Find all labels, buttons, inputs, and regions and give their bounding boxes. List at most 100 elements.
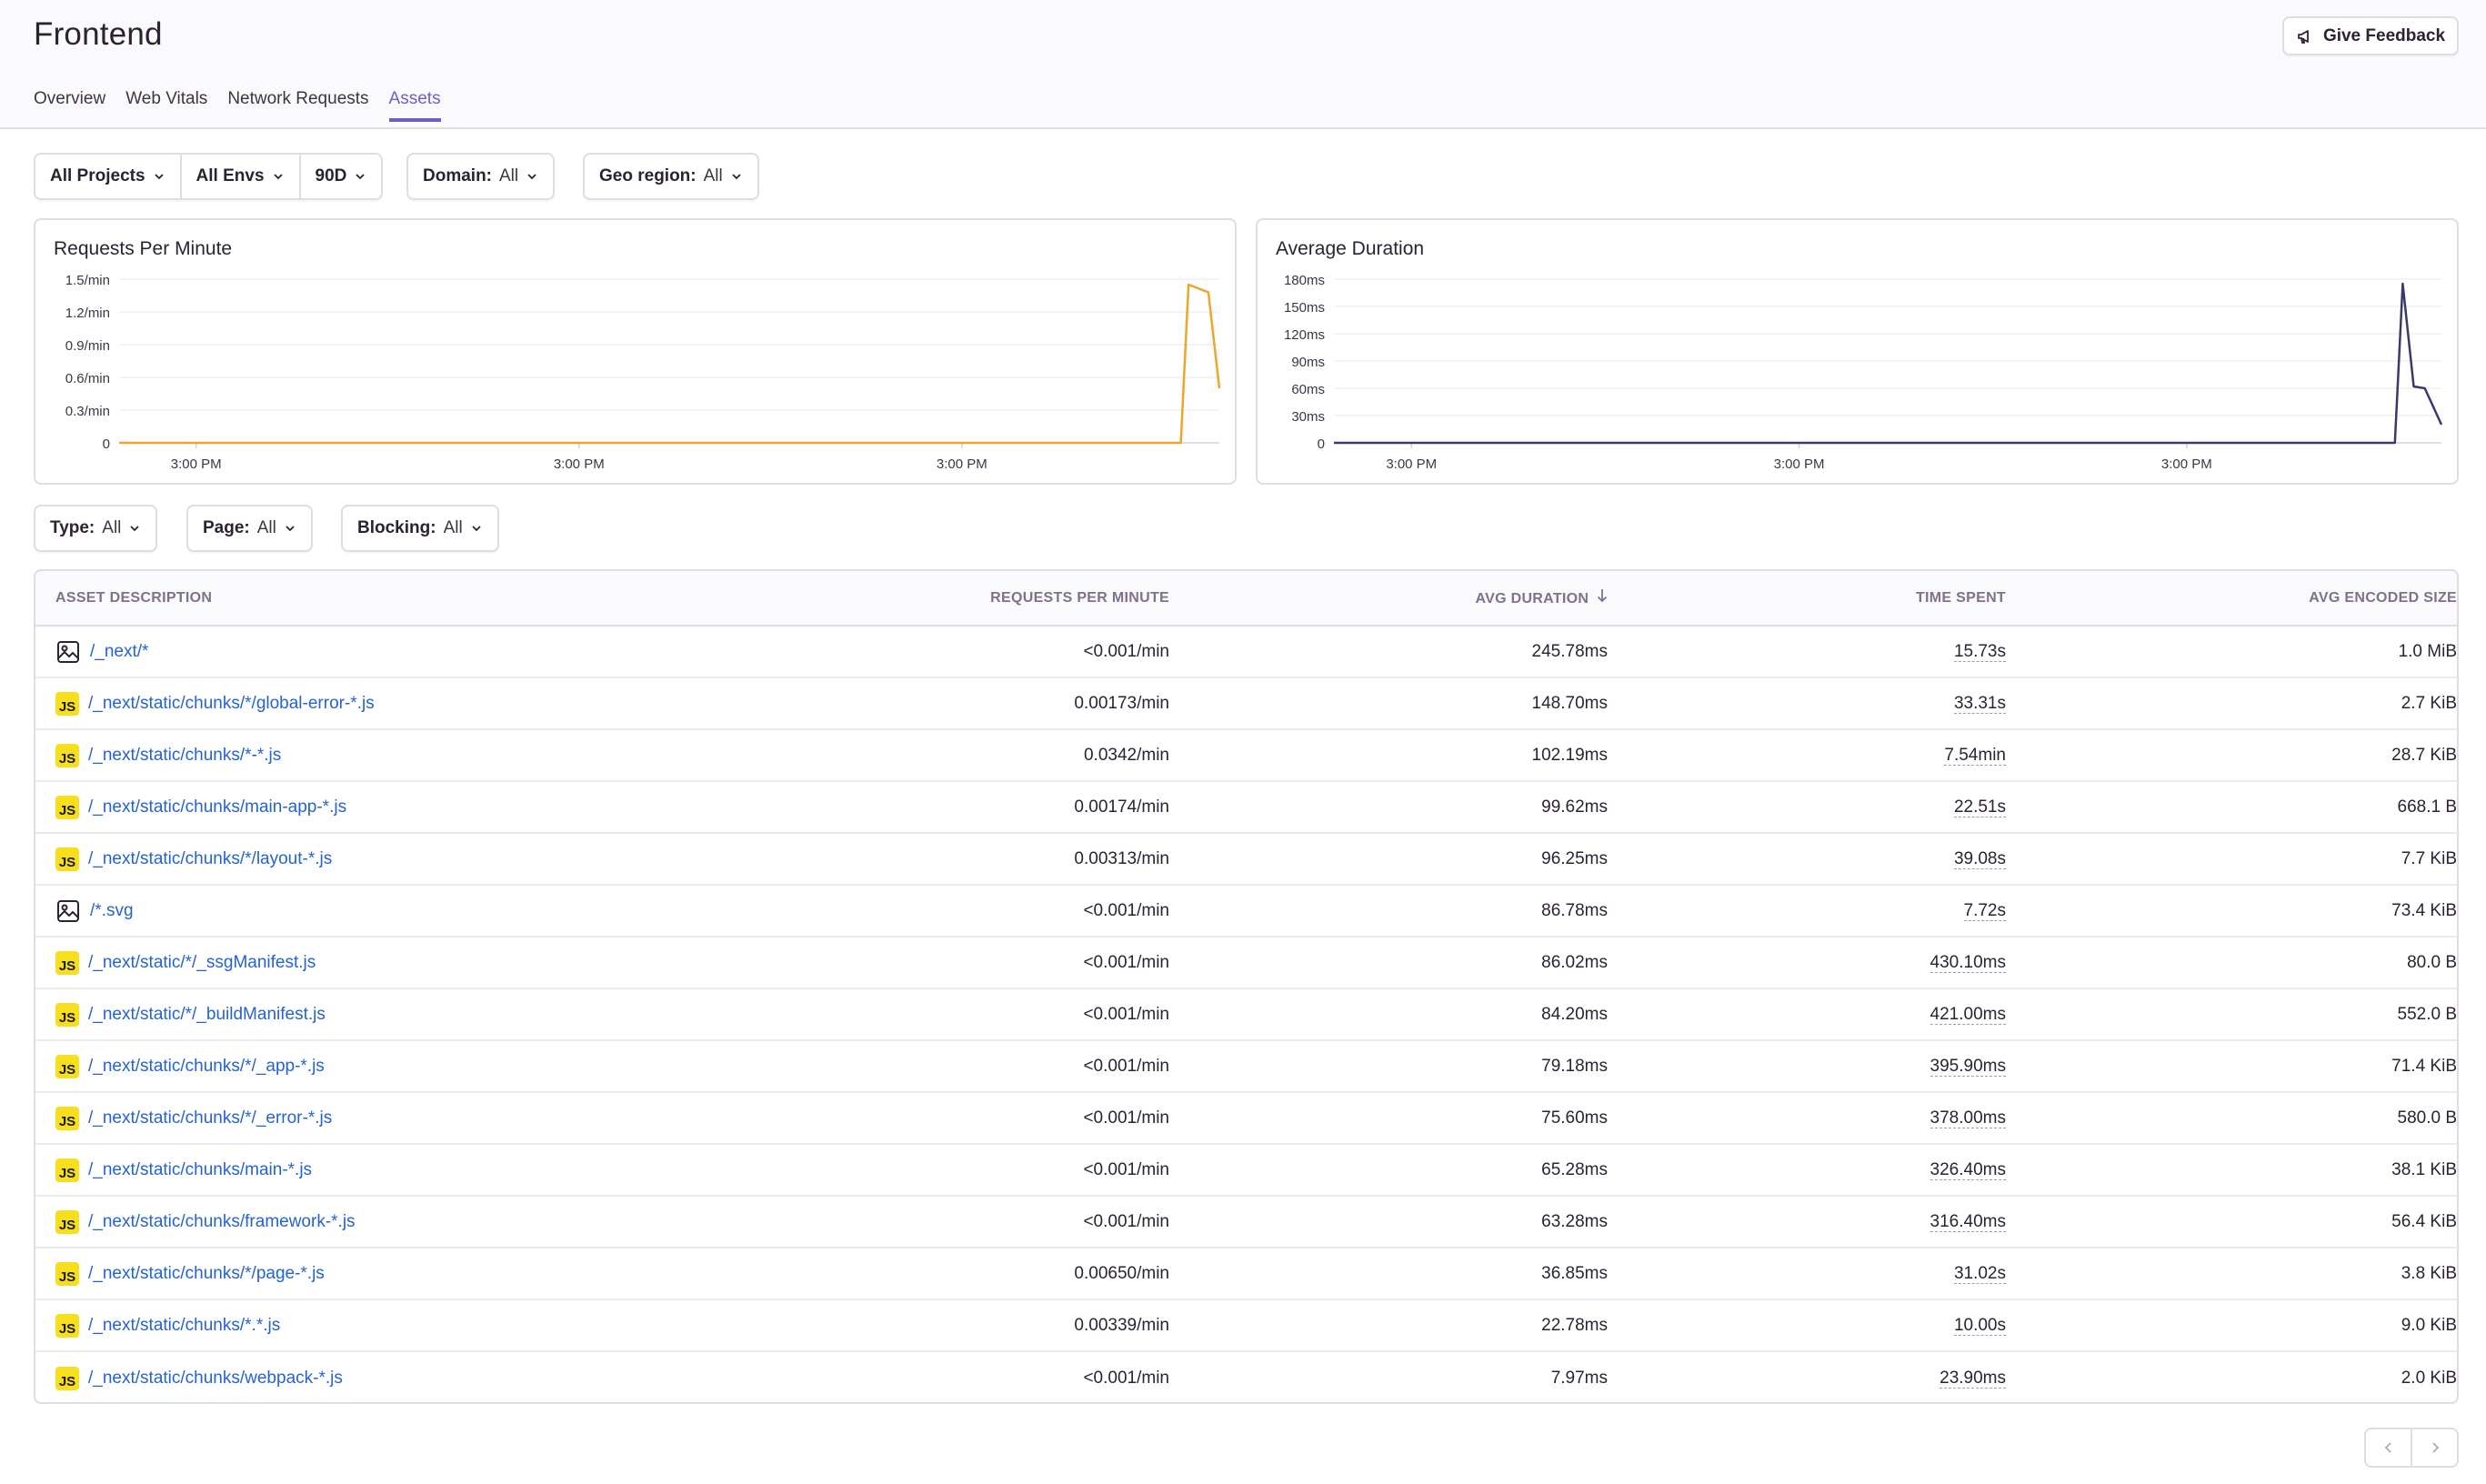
image-file-icon [57,640,79,663]
column-header-time-spent[interactable]: Time Spent [1915,589,2006,606]
asset-link[interactable]: /_next/static/chunks/*/_app-*.js [88,1056,325,1076]
time-spent-cell: 22.51s [1608,797,2006,817]
table-row: JS /_next/static/chunks/webpack-*.js <0.00… [35,1352,2457,1402]
time-spent-value[interactable]: 421.00ms [1930,1004,2006,1025]
requests-per-minute-cell: 0.00650/min [1074,1263,1169,1283]
time-spent-value[interactable]: 7.72s [1963,900,2006,921]
domain-filter[interactable]: Domain: All [406,153,556,200]
blocking-filter[interactable]: Blocking: All [341,505,499,552]
next-page-button[interactable] [2411,1429,2457,1466]
asset-link[interactable]: /_next/static/chunks/framework-*.js [88,1211,356,1231]
y-tick-label: 180ms [1284,273,1325,288]
time-spent-cell: 10.00s [1608,1315,2006,1336]
time-spent-value[interactable]: 33.31s [1953,693,2006,714]
avg-duration-cell: 86.02ms [1541,952,1608,972]
date-range-label: 90D [315,166,347,186]
column-header-avg-encoded-size[interactable]: Avg Encoded Size [2309,589,2457,606]
column-header-avg-duration[interactable]: Avg Duration [1169,588,1608,607]
requests-per-minute-cell: <0.001/min [1083,900,1169,920]
asset-link[interactable]: /_next/static/*/_ssgManifest.js [88,952,316,972]
table-row: JS /_next/static/chunks/*-*.js 0.0342/min 1… [35,730,2457,782]
avg-encoded-size-cell: 7.7 KiB [2401,848,2457,868]
give-feedback-button[interactable]: Give Feedback [2282,16,2459,55]
time-spent-value[interactable]: 22.51s [1953,797,2006,817]
time-spent-cell: 316.40ms [1608,1211,2006,1232]
avg-duration-header-label: Avg Duration [1475,591,1589,607]
column-header-asset-description[interactable]: Asset Description [55,589,213,606]
y-tick-label: 150ms [1284,300,1325,316]
chevron-down-icon [286,526,295,532]
time-spent-value[interactable]: 7.54min [1944,745,2006,766]
time-spent-cell: 7.54min [1608,745,2006,766]
chevron-down-icon [527,174,536,180]
time-spent-cell: 421.00ms [1608,1004,2006,1025]
asset-link[interactable]: /_next/static/chunks/*/_error-*.js [88,1108,333,1128]
asset-link[interactable]: /_next/static/chunks/*/global-error-*.js [88,693,375,713]
tab-overview[interactable]: Overview [34,89,106,108]
asset-link[interactable]: /_next/static/chunks/*.*.js [88,1315,281,1335]
requests-per-minute-cell: 0.00174/min [1074,797,1169,817]
avg-encoded-size-cell: 1.0 MiB [2398,641,2457,661]
average-duration-chart: 180ms 150ms 120ms 90ms 60ms 30ms 0 3:00 PM 3:00 … [1256,218,2459,485]
time-spent-cell: 7.72s [1608,900,2006,921]
requests-per-minute-cell: 0.0342/min [1083,745,1169,765]
page-filter[interactable]: Page: All [186,505,313,552]
environment-selector[interactable]: All Envs [179,155,299,198]
time-spent-cell: 15.73s [1608,641,2006,662]
previous-page-button[interactable] [2366,1429,2411,1466]
asset-link[interactable]: /_next/static/chunks/*/layout-*.js [88,848,333,868]
time-spent-cell: 326.40ms [1608,1159,2006,1180]
asset-description-cell: JS /_next/static/chunks/*-*.js [35,743,715,767]
time-spent-value[interactable]: 395.90ms [1930,1056,2006,1077]
time-spent-value[interactable]: 39.08s [1953,848,2006,869]
time-spent-value[interactable]: 23.90ms [1940,1368,2006,1389]
time-spent-value[interactable]: 378.00ms [1930,1108,2006,1128]
asset-link[interactable]: /_next/static/chunks/*-*.js [88,745,282,765]
asset-link[interactable]: /_next/* [90,641,149,661]
geo-region-filter-button[interactable]: Geo region: All [585,155,757,198]
time-spent-value[interactable]: 15.73s [1953,641,2006,662]
requests-per-minute-cell: <0.001/min [1083,1056,1169,1076]
date-range-selector[interactable]: 90D [298,155,382,198]
page-filter-value: All [256,518,276,537]
avg-duration-cell: 63.28ms [1541,1211,1608,1231]
table-row: /*.svg <0.001/min 86.78ms 7.72s 73.4 KiB [35,886,2457,938]
javascript-file-icon: JS [55,1054,79,1078]
type-filter-button[interactable]: Type: All [35,506,155,550]
requests-per-minute-cell: <0.001/min [1083,1004,1169,1024]
time-spent-value[interactable]: 31.02s [1953,1263,2006,1284]
requests-per-minute-cell: <0.001/min [1083,1211,1169,1231]
table-header: Asset Description Requests Per Minute Av… [35,571,2457,627]
avg-encoded-size-cell: 552.0 B [2397,1004,2458,1024]
tab-web-vitals[interactable]: Web Vitals [125,89,208,108]
geo-region-filter[interactable]: Geo region: All [583,153,759,200]
y-tick-label: 60ms [1291,382,1325,397]
blocking-filter-button[interactable]: Blocking: All [343,506,497,550]
page-filter-button[interactable]: Page: All [188,506,311,550]
y-tick-label: 1.2/min [65,306,110,321]
time-spent-cell: 395.90ms [1608,1056,2006,1077]
asset-description-cell: JS /_next/static/chunks/*/_error-*.js [35,1106,715,1130]
asset-description-cell: JS /_next/static/chunks/framework-*.js [35,1209,715,1234]
blocking-filter-label: Blocking: [357,518,436,537]
asset-link[interactable]: /_next/static/chunks/webpack-*.js [88,1368,343,1388]
time-spent-value[interactable]: 430.10ms [1930,952,2006,973]
javascript-file-icon: JS [55,1002,79,1027]
type-filter[interactable]: Type: All [34,505,158,552]
time-spent-value[interactable]: 316.40ms [1930,1211,2006,1232]
type-filter-value: All [102,518,122,537]
asset-link[interactable]: /*.svg [90,900,134,920]
time-spent-value[interactable]: 326.40ms [1930,1159,2006,1180]
avg-duration-cell: 79.18ms [1541,1056,1608,1076]
javascript-file-icon: JS [55,1158,79,1182]
asset-link[interactable]: /_next/static/chunks/main-*.js [88,1159,313,1179]
asset-link[interactable]: /_next/static/chunks/main-app-*.js [88,797,347,817]
column-header-requests-per-minute[interactable]: Requests Per Minute [990,589,1169,606]
project-selector[interactable]: All Projects [35,155,180,198]
asset-link[interactable]: /_next/static/*/_buildManifest.js [88,1004,326,1024]
tab-assets[interactable]: Assets [388,89,441,122]
time-spent-value[interactable]: 10.00s [1953,1315,2006,1336]
domain-filter-button[interactable]: Domain: All [408,155,553,198]
asset-link[interactable]: /_next/static/chunks/*/page-*.js [88,1263,325,1283]
tab-network-requests[interactable]: Network Requests [227,89,369,108]
